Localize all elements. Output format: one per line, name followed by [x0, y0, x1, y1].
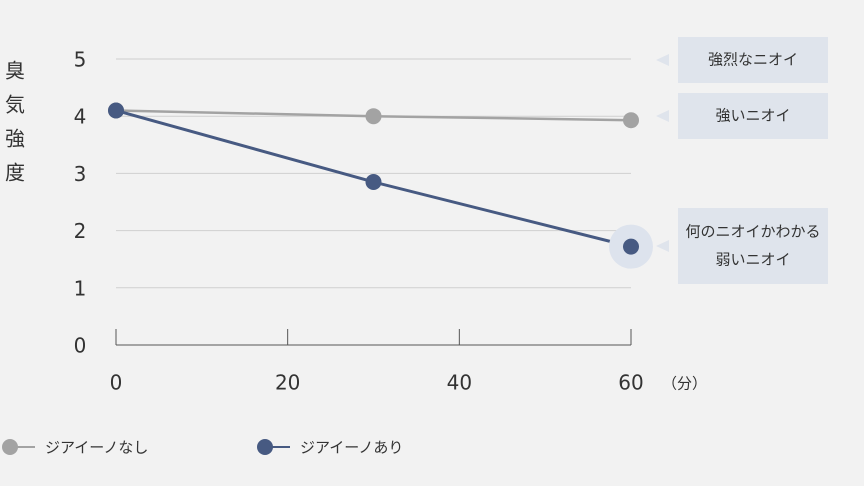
- legend-label: ジアイーノなし: [45, 439, 148, 457]
- data-point: [365, 108, 382, 125]
- annotation-pointer: [656, 110, 669, 122]
- annotation-box: [678, 93, 828, 139]
- data-point: [365, 173, 382, 190]
- annotation-pointer: [656, 54, 669, 66]
- y-tick-label: 2: [74, 219, 87, 243]
- annotation-box: [678, 208, 828, 284]
- annotation-text: 弱いニオイ: [715, 251, 790, 269]
- annotation-box: [678, 37, 828, 83]
- y-tick-label: 4: [74, 105, 87, 129]
- legend-marker: [2, 439, 18, 455]
- annotation-text: 強いニオイ: [715, 107, 790, 125]
- x-tick-label: 0: [110, 371, 123, 395]
- x-unit-label: （分）: [662, 375, 707, 393]
- x-tick-label: 20: [275, 371, 300, 395]
- data-point: [623, 112, 639, 129]
- y-axis-label: 臭気強度: [2, 60, 26, 196]
- annotation-text: 強烈なニオイ: [708, 51, 798, 69]
- y-tick-label: 5: [74, 48, 87, 72]
- y-tick-label: 1: [74, 276, 87, 300]
- legend-label: ジアイーノあり: [300, 439, 403, 457]
- y-tick-label: 3: [74, 162, 87, 186]
- annotation-text: 何のニオイかわかる: [685, 223, 820, 241]
- y-tick-label: 0: [74, 334, 87, 358]
- annotation-pointer: [656, 240, 669, 252]
- data-point: [108, 102, 124, 119]
- legend-marker: [257, 439, 273, 455]
- data-point: [623, 238, 639, 255]
- x-tick-label: 40: [447, 371, 472, 395]
- x-tick-label: 60: [618, 371, 643, 395]
